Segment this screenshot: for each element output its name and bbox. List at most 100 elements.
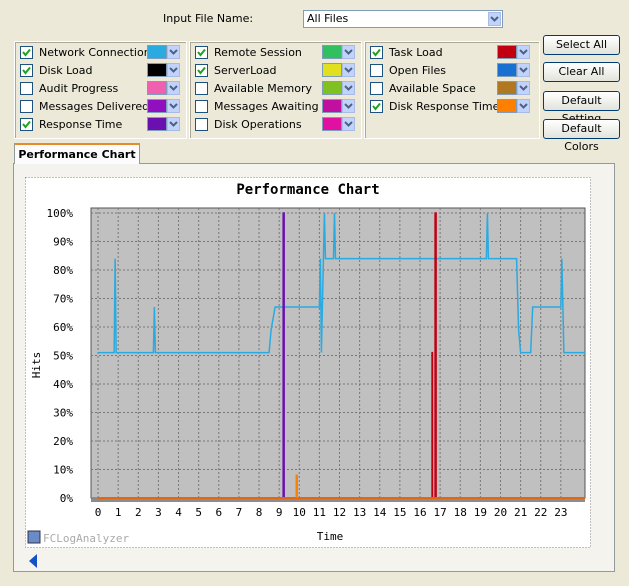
option-row: Messages Awaiting — [195, 98, 319, 114]
option-group — [189, 41, 362, 139]
x-tick-label: 11 — [313, 506, 326, 519]
x-tick-label: 14 — [373, 506, 387, 519]
x-tick-label: 8 — [256, 506, 263, 519]
x-tick-label: 18 — [454, 506, 467, 519]
color-swatch[interactable] — [147, 81, 167, 95]
color-swatch[interactable] — [322, 117, 342, 131]
dropdown-arrow[interactable] — [167, 81, 180, 95]
y-tick-label: 90% — [53, 236, 73, 249]
x-tick-label: 0 — [95, 506, 102, 519]
series-line — [98, 474, 585, 499]
x-axis-label: Time — [317, 530, 344, 543]
checkbox[interactable] — [195, 99, 208, 113]
color-swatch[interactable] — [322, 45, 342, 59]
x-tick-label: 10 — [293, 506, 306, 519]
arrow-icon — [519, 67, 528, 73]
color-swatch[interactable] — [322, 63, 342, 77]
color-swatch[interactable] — [322, 99, 342, 113]
dropdown-arrow — [488, 12, 501, 26]
checkbox[interactable] — [20, 63, 33, 77]
button[interactable]: Clear All — [543, 62, 620, 82]
option-label: Available Space — [389, 81, 476, 95]
check-mark — [22, 48, 31, 57]
x-tick-label: 4 — [175, 506, 182, 519]
dropdown-arrow[interactable] — [517, 63, 530, 77]
dropdown-arrow[interactable] — [517, 81, 530, 95]
color-swatch[interactable] — [147, 99, 167, 113]
checkbox[interactable] — [195, 117, 208, 131]
x-tick-label: 23 — [554, 506, 567, 519]
checkbox[interactable] — [195, 45, 208, 59]
arrow-icon — [519, 49, 528, 55]
file-select[interactable]: All Files — [303, 10, 503, 28]
option-row: ServerLoad — [195, 62, 276, 78]
arrow-icon — [344, 121, 353, 127]
dropdown-arrow[interactable] — [342, 45, 355, 59]
watermark: FCLogAnalyzer — [43, 532, 129, 545]
dropdown-arrow[interactable] — [517, 99, 530, 113]
option-row: Messages Delivered — [20, 98, 149, 114]
y-tick-label: 60% — [53, 321, 73, 334]
tab[interactable]: Performance Chart — [14, 143, 140, 164]
checkbox[interactable] — [370, 99, 383, 113]
option-label: Disk Operations — [214, 117, 302, 131]
checkbox[interactable] — [195, 81, 208, 95]
option-label: Response Time — [39, 117, 123, 131]
watermark-icon — [27, 530, 41, 544]
check-mark — [22, 66, 31, 75]
checkbox[interactable] — [370, 63, 383, 77]
color-swatch[interactable] — [147, 117, 167, 131]
arrow-icon — [344, 103, 353, 109]
checkbox[interactable] — [20, 81, 33, 95]
color-swatch[interactable] — [497, 81, 517, 95]
dropdown-arrow[interactable] — [167, 63, 180, 77]
x-tick-label: 5 — [195, 506, 202, 519]
back-arrow[interactable] — [26, 553, 40, 569]
dropdown-arrow[interactable] — [342, 99, 355, 113]
arrow-icon — [169, 103, 178, 109]
button[interactable]: Default Colors — [543, 119, 620, 153]
dropdown-arrow[interactable] — [517, 45, 530, 59]
dropdown-arrow[interactable] — [167, 45, 180, 59]
option-label: Open Files — [389, 63, 447, 77]
color-swatch[interactable] — [497, 45, 517, 59]
checkbox[interactable] — [20, 117, 33, 131]
button[interactable]: Default Setting — [543, 91, 620, 125]
checkbox[interactable] — [370, 81, 383, 95]
arrow-icon — [169, 49, 178, 55]
color-swatch[interactable] — [497, 99, 517, 113]
dropdown-arrow[interactable] — [167, 99, 180, 113]
dropdown-arrow[interactable] — [342, 63, 355, 77]
checkbox[interactable] — [20, 99, 33, 113]
option-label: Messages Awaiting — [214, 99, 319, 113]
dropdown-arrow[interactable] — [342, 117, 355, 131]
option-row: Disk Load — [20, 62, 93, 78]
color-swatch[interactable] — [322, 81, 342, 95]
arrow-icon — [490, 16, 499, 22]
x-tick-label: 17 — [433, 506, 446, 519]
option-row: Network Connections — [20, 44, 156, 60]
x-tick-label: 6 — [215, 506, 222, 519]
x-tick-label: 22 — [534, 506, 547, 519]
y-tick-label: 80% — [53, 264, 73, 277]
dropdown-arrow[interactable] — [167, 117, 180, 131]
button[interactable]: Select All — [543, 35, 620, 55]
color-swatch[interactable] — [147, 63, 167, 77]
option-row: Available Space — [370, 80, 476, 96]
option-row: Remote Session — [195, 44, 302, 60]
color-swatch[interactable] — [497, 63, 517, 77]
arrow-icon — [344, 49, 353, 55]
checkbox[interactable] — [370, 45, 383, 59]
check-mark — [197, 48, 206, 57]
checkbox[interactable] — [195, 63, 208, 77]
checkbox[interactable] — [20, 45, 33, 59]
color-swatch[interactable] — [147, 45, 167, 59]
y-tick-label: 20% — [53, 435, 73, 448]
x-tick-label: 12 — [333, 506, 346, 519]
x-tick-label: 19 — [474, 506, 487, 519]
y-tick-label: 100% — [47, 207, 74, 220]
dropdown-arrow[interactable] — [342, 81, 355, 95]
y-tick-label: 40% — [53, 378, 73, 391]
option-label: Disk Load — [39, 63, 93, 77]
